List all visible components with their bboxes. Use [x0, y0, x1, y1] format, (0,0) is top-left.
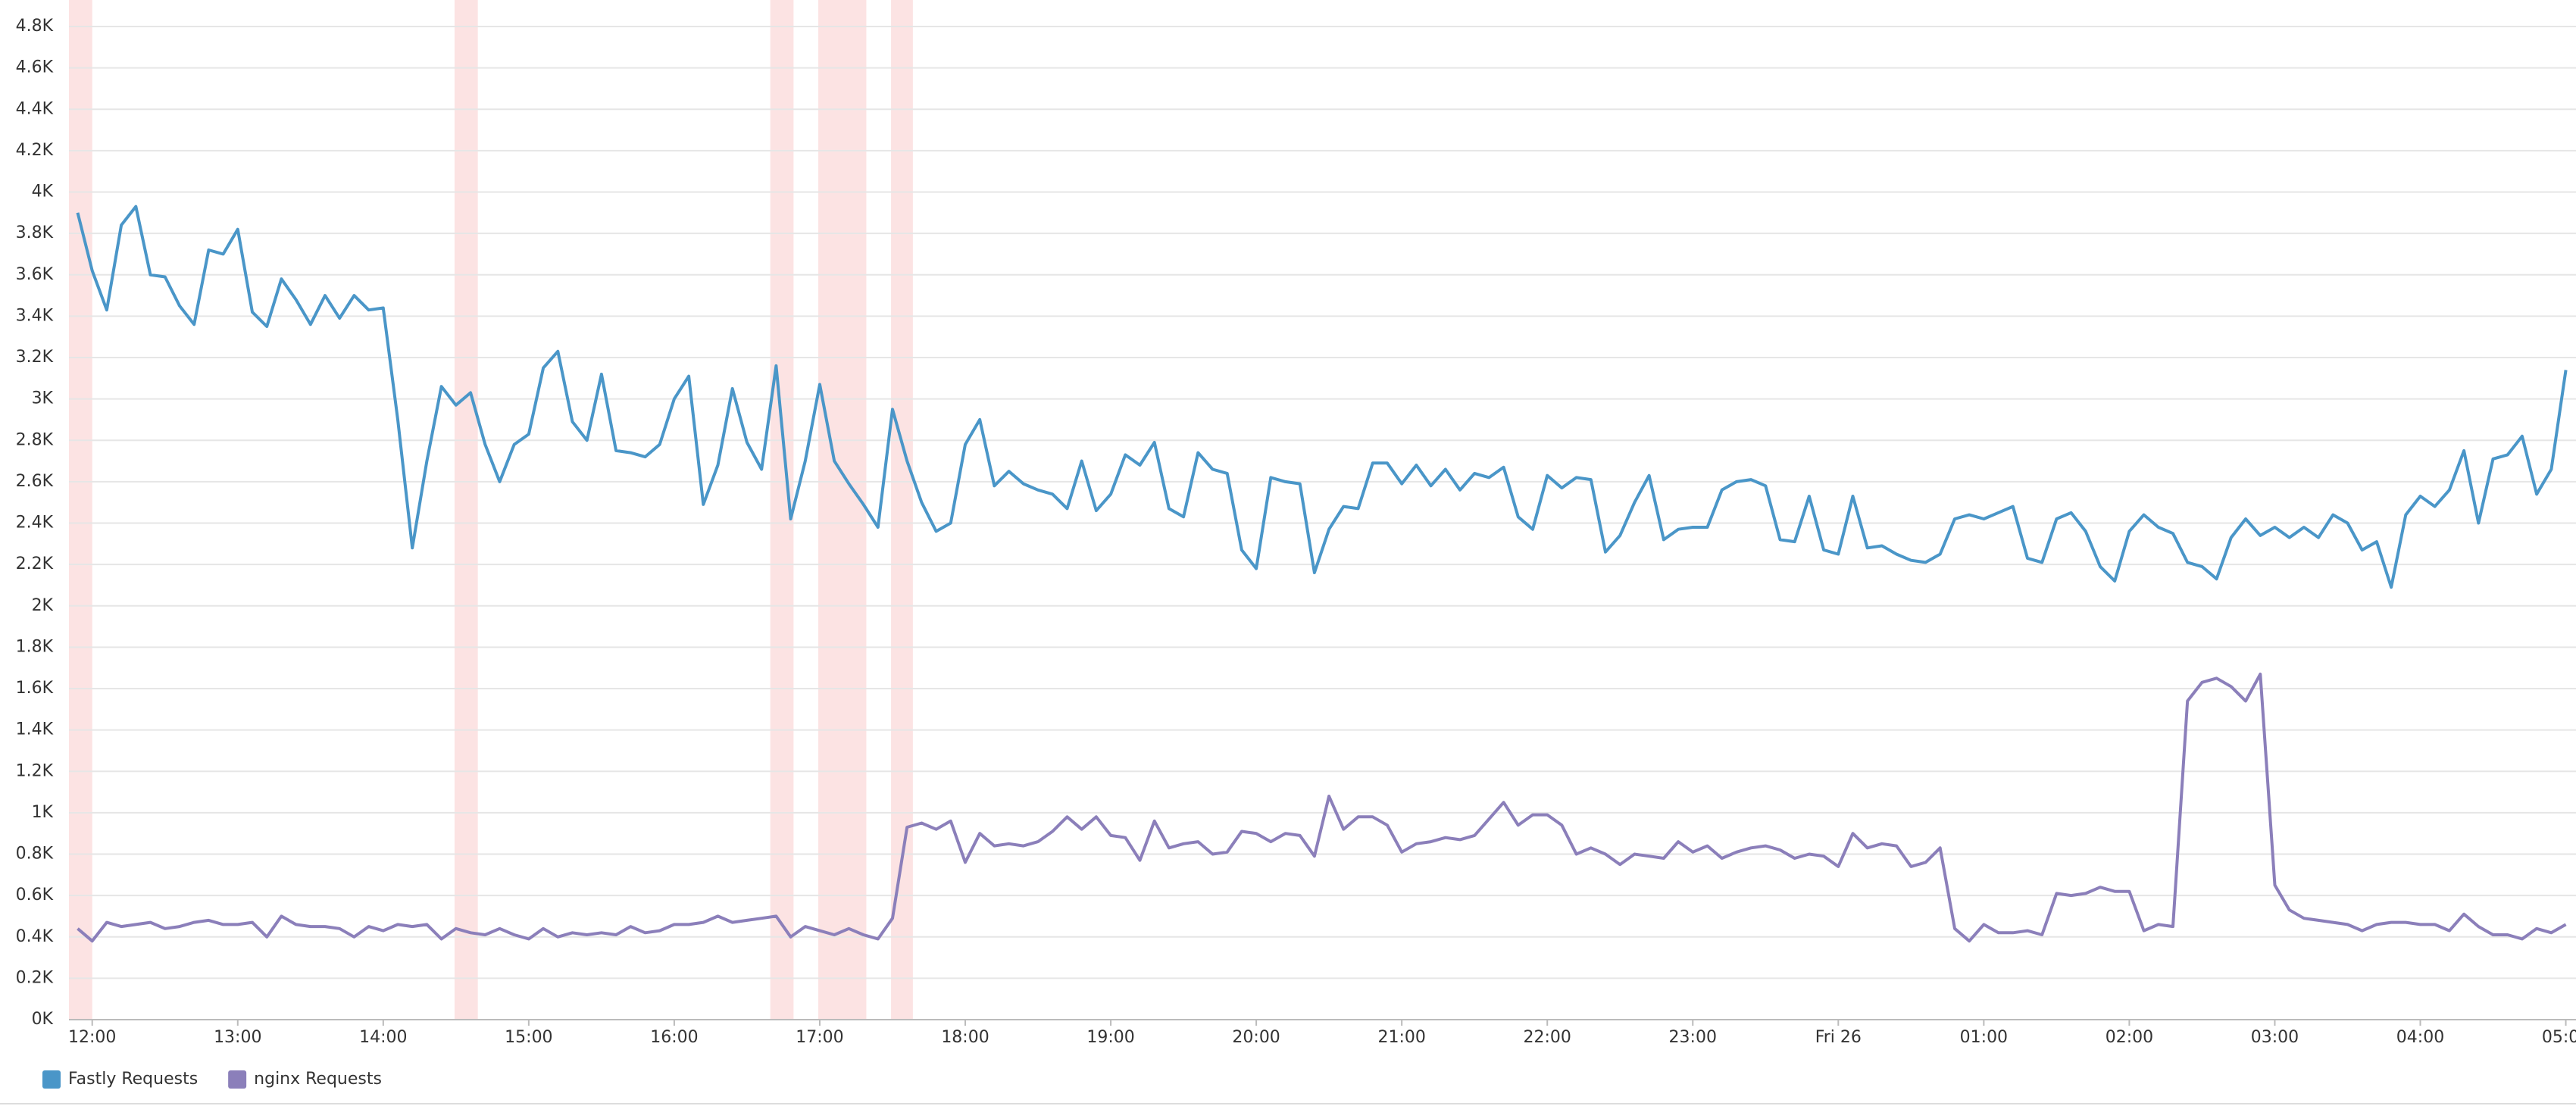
- y-tick-label: 0.8K: [16, 845, 54, 864]
- y-tick-label: 0K: [32, 1010, 54, 1029]
- y-tick-label: 4K: [32, 183, 54, 202]
- series-line: [76, 205, 2568, 589]
- y-tick-label: 3.8K: [16, 223, 54, 242]
- grid: [69, 26, 2576, 1020]
- x-tick-label: 05:00: [2542, 1028, 2576, 1047]
- legend-label: nginx Requests: [254, 1070, 382, 1089]
- x-tick-label: 03:00: [2251, 1028, 2299, 1047]
- y-tick-label: 0.6K: [16, 886, 54, 904]
- x-tick-label: 20:00: [1232, 1028, 1280, 1047]
- axes: 0K 0.2K 0.4K 0.6K 0.8K 1K 1.2K 1.4K 1.6K 1.8K 2K 2.…: [16, 17, 2576, 1047]
- x-tick-label: 14:00: [359, 1028, 407, 1047]
- x-tick-label: 04:00: [2396, 1028, 2444, 1047]
- event-band: [454, 0, 478, 1020]
- y-tick-label: 1K: [32, 803, 54, 822]
- y-tick-label: 2.4K: [16, 514, 54, 533]
- plot: [76, 205, 2568, 943]
- y-tick-label: 1.2K: [16, 761, 54, 780]
- y-tick-label: 2.8K: [16, 430, 54, 449]
- y-tick-label: 0.2K: [16, 968, 54, 987]
- legend: Fastly Requests nginx Requests: [42, 1070, 382, 1089]
- y-tick-label: 3.6K: [16, 265, 54, 284]
- event-band: [69, 0, 92, 1020]
- y-tick-label: 2.2K: [16, 555, 54, 573]
- y-tick-label: 2.6K: [16, 472, 54, 491]
- x-tick-label: 01:00: [1960, 1028, 2008, 1047]
- x-tick-label: 17:00: [796, 1028, 843, 1047]
- x-tick-label: 13:00: [214, 1028, 261, 1047]
- y-tick-label: 0.4K: [16, 927, 54, 946]
- y-tick-label: 1.8K: [16, 637, 54, 656]
- y-tick-label: 2K: [32, 596, 54, 615]
- y-tick-label: 3.4K: [16, 306, 54, 325]
- y-tick-label: 3.2K: [16, 348, 54, 367]
- legend-swatch: [228, 1070, 247, 1089]
- x-tick-label: 15:00: [505, 1028, 552, 1047]
- y-tick-label: 4.8K: [16, 17, 54, 36]
- x-tick-label: 02:00: [2106, 1028, 2153, 1047]
- legend-label: Fastly Requests: [68, 1070, 198, 1089]
- x-tick-label: 22:00: [1524, 1028, 1571, 1047]
- series-line: [77, 672, 2567, 943]
- x-tick-label: 12:00: [68, 1028, 116, 1047]
- y-tick-label: 4.4K: [16, 99, 54, 118]
- y-tick-label: 1.6K: [16, 679, 54, 698]
- x-tick-label: 21:00: [1377, 1028, 1425, 1047]
- x-tick-label: Fri 26: [1815, 1028, 1862, 1047]
- y-tick-label: 3K: [32, 389, 54, 408]
- y-tick-label: 1.4K: [16, 720, 54, 739]
- x-tick-label: 16:00: [650, 1028, 698, 1047]
- legend-swatch: [42, 1070, 61, 1089]
- event-band: [818, 0, 867, 1020]
- y-tick-label: 4.2K: [16, 141, 54, 160]
- x-tick-label: 23:00: [1669, 1028, 1717, 1047]
- event-bands: [69, 0, 913, 1020]
- x-tick-label: 18:00: [941, 1028, 989, 1047]
- y-tick-label: 4.6K: [16, 58, 54, 77]
- x-tick-label: 19:00: [1086, 1028, 1134, 1047]
